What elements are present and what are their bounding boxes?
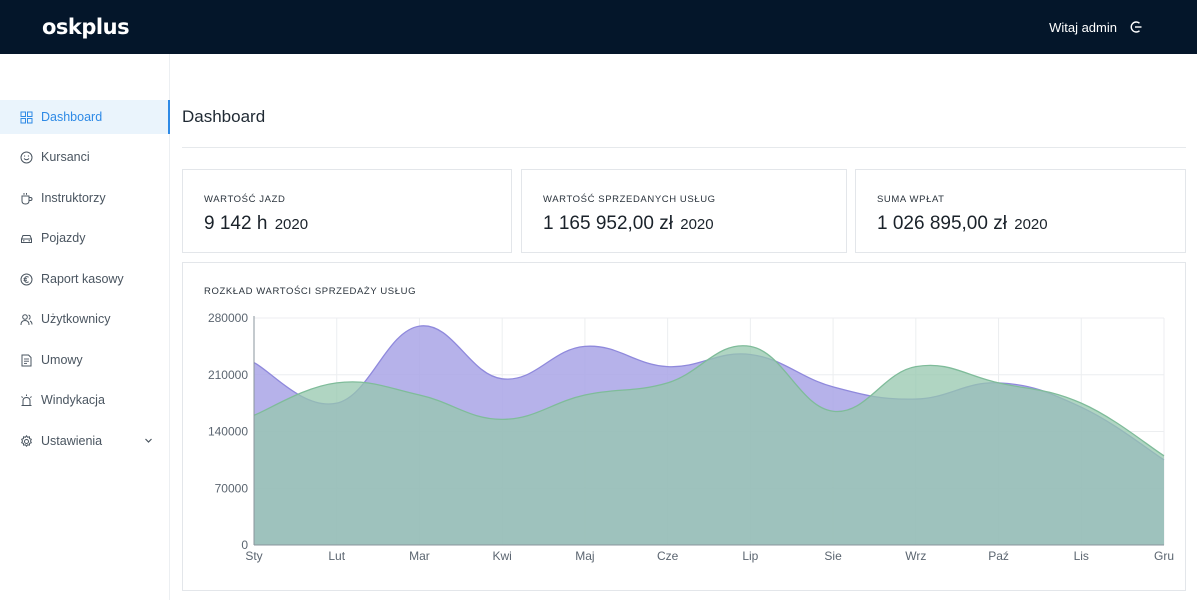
area-series-green: [254, 345, 1164, 545]
x-tick-label: Maj: [575, 549, 594, 563]
page-title: Dashboard: [182, 107, 266, 126]
area-series-green-line: [253, 345, 1165, 457]
app-logo[interactable]: oskplus: [42, 15, 130, 39]
stat-card-suma-wplat: SUMA WPŁAT 1 026 895,00 zł 2020: [855, 169, 1186, 253]
card-value: 9 142 h 2020: [204, 213, 308, 235]
user-greeting: Witaj admin: [1049, 19, 1117, 35]
main-content: Dashboard WARTOŚĆ JAZD 9 142 h 2020 WART…: [182, 54, 1186, 600]
stat-card-wartosc-uslug: WARTOŚĆ SPRZEDANYCH USŁUG 1 165 952,00 z…: [521, 169, 847, 253]
y-tick-label: 0: [241, 538, 248, 552]
card-amount: 1 026 895,00 zł: [877, 213, 1007, 234]
x-tick-label: Sty: [245, 549, 262, 563]
sidebar-item-label: Windykacja: [41, 393, 105, 407]
x-tick-label: Gru: [1154, 549, 1174, 563]
x-tick-label: Mar: [409, 549, 430, 563]
y-tick-label: 70000: [215, 481, 249, 495]
card-year: 2020: [1014, 216, 1048, 233]
sidebar-item-dashboard[interactable]: Dashboard: [0, 100, 170, 134]
smile-icon: [20, 151, 33, 163]
sidebar: Dashboard Kursanci Instruktorzy Pojazdy: [0, 54, 170, 600]
card-year: 2020: [680, 216, 714, 233]
sidebar-item-raport-kasowy[interactable]: Raport kasowy: [0, 262, 169, 296]
coffee-icon: [21, 192, 33, 205]
x-tick-label: Lis: [1074, 549, 1089, 563]
card-label: SUMA WPŁAT: [877, 194, 945, 205]
sidebar-item-pojazdy[interactable]: Pojazdy: [0, 221, 169, 255]
card-value: 1 026 895,00 zł 2020: [877, 213, 1048, 235]
card-label: WARTOŚĆ JAZD: [204, 194, 286, 205]
sidebar-item-instruktorzy[interactable]: Instruktorzy: [0, 181, 169, 215]
sidebar-item-windykacja[interactable]: Windykacja: [0, 383, 169, 417]
sidebar-item-uzytkownicy[interactable]: Użytkownicy: [0, 302, 169, 336]
x-tick-label: Lut: [328, 549, 345, 563]
sidebar-item-label: Umowy: [41, 353, 83, 367]
sidebar-item-label: Kursanci: [41, 150, 90, 164]
card-year: 2020: [274, 216, 309, 233]
x-tick-label: Kwi: [493, 549, 512, 563]
card-label: WARTOŚĆ SPRZEDANYCH USŁUG: [543, 194, 716, 205]
sales-area-chart: 0 70000 140000 210000 280000 Sty Lut Mar Kwi Maj C…: [208, 311, 1174, 563]
card-amount: 1 165 952,00 zł: [543, 213, 673, 234]
sidebar-item-label: Dashboard: [41, 110, 103, 124]
chart-title: ROZKŁAD WARTOŚCI SPRZEDAŻY USŁUG: [204, 286, 417, 297]
stat-card-wartosc-jazd: WARTOŚĆ JAZD 9 142 h 2020: [182, 169, 512, 253]
x-tick-label: Sie: [824, 549, 842, 563]
sales-chart-card: ROZKŁAD WARTOŚCI SPRZEDAŻY USŁUG 0 70000 1…: [182, 262, 1186, 591]
sidebar-item-label: Użytkownicy: [41, 312, 111, 326]
sidebar-item-kursanci[interactable]: Kursanci: [0, 140, 169, 174]
users-icon: [20, 313, 33, 325]
euro-icon: [20, 273, 33, 285]
document-icon: [21, 354, 32, 366]
title-divider: [182, 147, 1186, 148]
y-tick-label: 210000: [208, 368, 248, 382]
logout-icon[interactable]: [1129, 20, 1143, 34]
sidebar-item-label: Instruktorzy: [41, 191, 106, 205]
sidebar-item-label: Ustawienia: [41, 434, 103, 448]
sidebar-item-label: Pojazdy: [41, 231, 86, 245]
x-tick-label: Paź: [988, 549, 1009, 563]
x-tick-label: Lip: [742, 549, 758, 563]
chevron-down-icon[interactable]: [144, 436, 153, 445]
grid-icon: [20, 111, 33, 123]
gear-icon: [21, 434, 32, 447]
x-tick-label: Cze: [657, 549, 679, 563]
y-tick-label: 140000: [208, 425, 248, 439]
sidebar-item-label: Raport kasowy: [41, 272, 124, 286]
sidebar-item-umowy[interactable]: Umowy: [0, 343, 169, 377]
user-area: Witaj admin: [1049, 20, 1143, 35]
card-value: 1 165 952,00 zł 2020: [543, 213, 714, 235]
x-tick-label: Wrz: [905, 549, 926, 563]
alarm-icon: [21, 394, 32, 406]
card-amount: 9 142 h: [204, 213, 268, 234]
sidebar-item-ustawienia[interactable]: Ustawienia: [0, 424, 169, 458]
y-tick-label: 280000: [208, 311, 248, 325]
car-icon: [21, 234, 32, 243]
top-navbar: oskplus Witaj admin: [0, 0, 1197, 54]
